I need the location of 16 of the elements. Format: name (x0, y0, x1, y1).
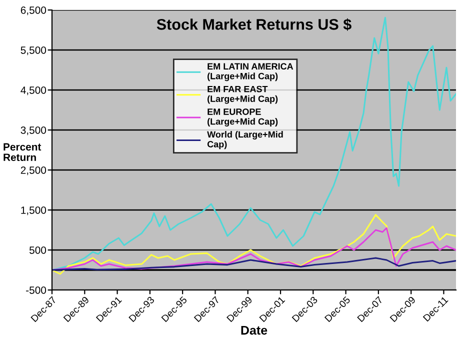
y-tick-label: 2,500 (20, 166, 46, 176)
y-tick-label: 6,500 (20, 6, 46, 16)
y-tick-label: 500 (29, 246, 46, 254)
legend-label: EM FAR EAST (Large+Mid Cap) (208, 86, 278, 104)
x-axis-title: Date (241, 326, 268, 335)
legend-label: EM LATIN AMERICA (Large+Mid Cap) (208, 63, 294, 82)
y-tick-label: 3,500 (20, 126, 46, 136)
y-axis-title: Percent Return (4, 143, 42, 162)
legend-label: EM EUROPE (Large+Mid Cap) (208, 108, 278, 126)
line-series (52, 257, 456, 271)
y-tick-label: -500 (26, 286, 46, 294)
y-tick-label: 1,500 (21, 206, 46, 216)
chart-title: Stock Market Returns US $ (156, 18, 352, 31)
y-tick-label: 4,500 (20, 86, 46, 96)
legend-label: World (Large+Mid Cap) (207, 131, 283, 150)
y-tick-label: 5,500 (20, 46, 46, 56)
